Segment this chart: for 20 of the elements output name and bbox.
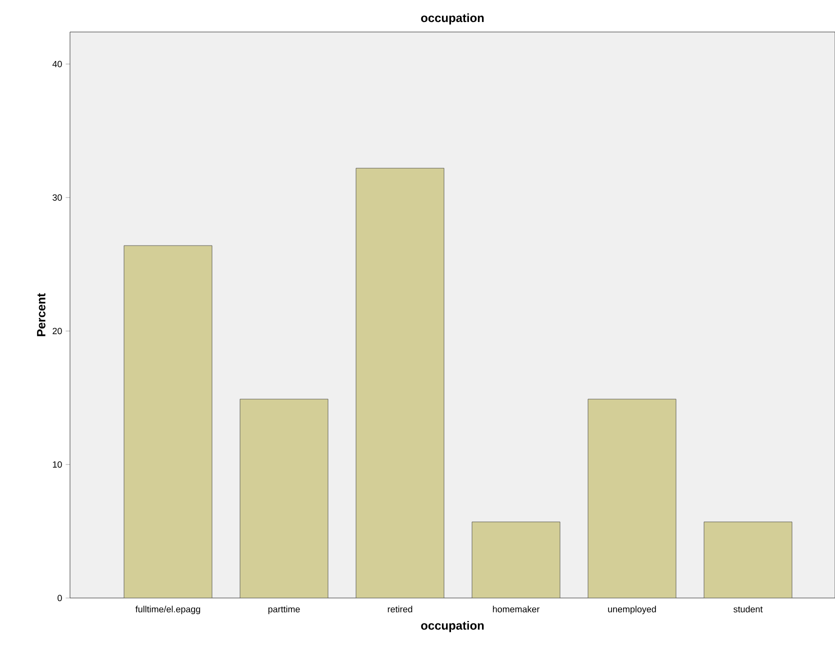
bar: [704, 522, 792, 598]
y-tick-label: 40: [52, 60, 62, 68]
y-tick-label: 30: [52, 194, 62, 201]
x-tick-label: retired: [388, 606, 412, 612]
x-tick-label: homemaker: [492, 606, 540, 612]
x-tick-label: unemployed: [608, 606, 656, 614]
x-tick-label: parttime: [268, 606, 300, 614]
bar: [240, 399, 328, 598]
bar: [356, 168, 444, 598]
x-tick-label: student: [734, 606, 763, 612]
y-tick-label: 10: [52, 461, 62, 468]
y-axis-title: Percent: [37, 293, 46, 336]
y-tick-label: 0: [58, 594, 62, 602]
x-axis-title: occupation: [421, 620, 484, 632]
bar: [124, 245, 212, 598]
bar: [588, 398, 676, 598]
bar: [472, 522, 560, 598]
x-tick-label: fulltime/el.epagg: [135, 606, 200, 614]
y-tick-label: 20: [52, 328, 62, 334]
chart-title: occupation: [421, 13, 484, 24]
